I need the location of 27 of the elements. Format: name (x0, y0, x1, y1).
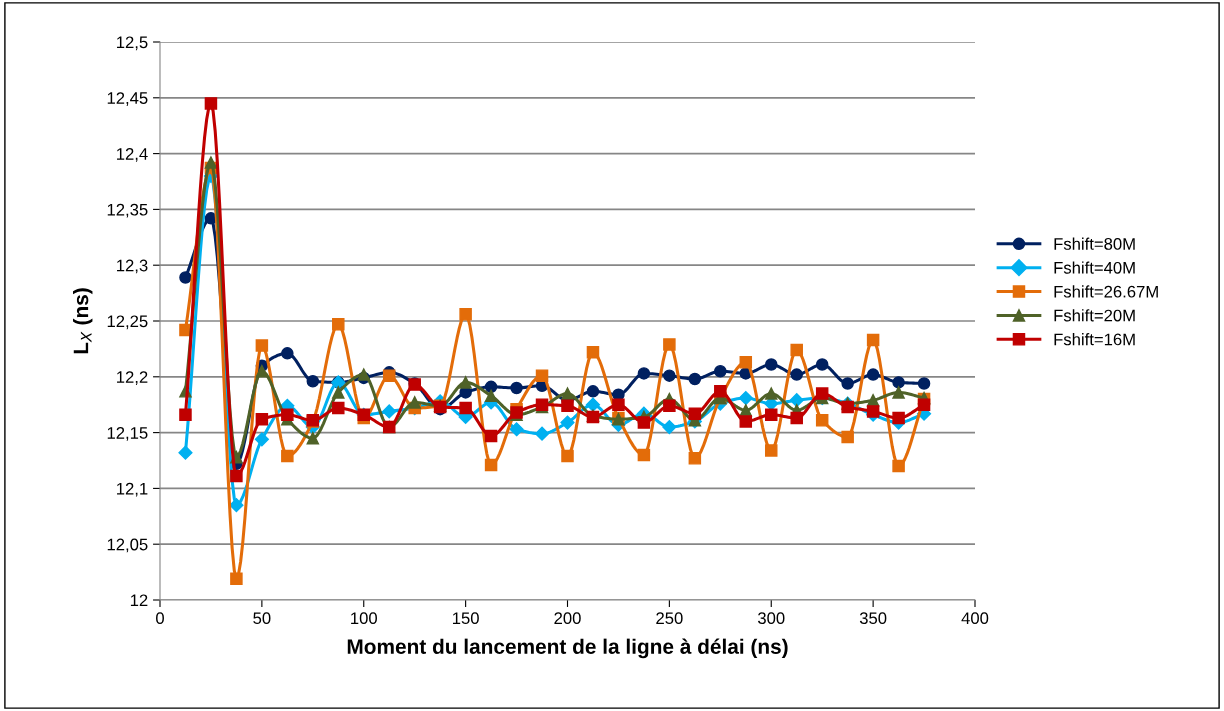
legend-label: Fshift=16M (1054, 333, 1135, 346)
x-tick-label: 0 (156, 612, 164, 625)
y-tick-label: 12,05 (107, 538, 148, 553)
y-tick-label: 12,1 (117, 482, 148, 497)
y-tick-label: 12,15 (107, 427, 148, 441)
x-tick-label: 400 (961, 612, 989, 625)
x-tick-label: 250 (656, 612, 683, 625)
x-tick-label: 50 (253, 612, 271, 625)
x-tick-label: 100 (351, 612, 377, 625)
x-tick-label: 200 (554, 612, 581, 625)
legend-label: Fshift=40M (1054, 261, 1135, 274)
legend-label: Fshift=26.67M (1054, 285, 1158, 298)
x-tick-label: 150 (452, 612, 479, 625)
y-tick-label: 12,45 (107, 92, 148, 106)
y-tick-label: 12,2 (117, 371, 148, 385)
y-tick-label: 12,35 (107, 203, 148, 218)
x-tick-label: 300 (757, 612, 785, 625)
legend-label: Fshift=80M (1054, 237, 1135, 250)
y-tick-label: 12 (130, 594, 148, 607)
y-axis-title: L$_{X}$ (ns) (73, 288, 93, 354)
x-axis-title: Moment du lancement de la ligne à délai (ns) (347, 638, 788, 659)
y-tick-label: 12,25 (107, 315, 148, 330)
y-tick-label: 12,5 (117, 36, 148, 51)
x-tick-label: 350 (859, 612, 887, 625)
legend-label: Fshift=20M (1054, 309, 1135, 322)
y-tick-label: 12,3 (117, 259, 148, 274)
y-tick-label: 12,4 (117, 148, 148, 162)
